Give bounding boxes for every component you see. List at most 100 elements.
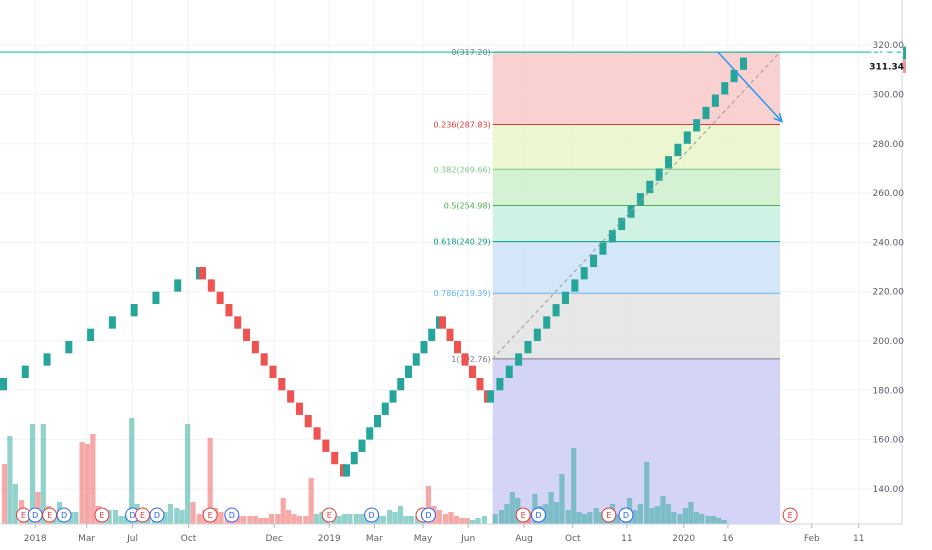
price-tick-label: 320.00 — [873, 41, 905, 51]
volume-bar — [553, 502, 560, 524]
marker-label: D — [130, 511, 136, 520]
volume-bar — [218, 512, 224, 524]
volume-bar — [644, 462, 650, 524]
marker-label: D — [369, 511, 375, 520]
fib-band — [492, 358, 781, 529]
volume-bar — [7, 436, 13, 524]
renko-brick-down — [304, 414, 312, 428]
volume-bar — [688, 502, 694, 524]
earnings-marker[interactable]: E — [782, 507, 798, 523]
marker-label: E — [521, 511, 526, 520]
dividend-marker[interactable]: D — [27, 507, 43, 523]
marker-label: E — [606, 511, 611, 520]
dividend-marker[interactable]: D — [618, 507, 634, 523]
dividend-marker[interactable]: D — [530, 507, 546, 523]
volume-bar — [671, 512, 677, 524]
dividend-marker[interactable]: D — [420, 507, 436, 523]
renko-brick-up — [496, 377, 504, 391]
drawings[interactable] — [0, 51, 902, 360]
renko-brick-up — [533, 328, 541, 341]
volume-bar — [123, 516, 129, 524]
time-tick-label: Aug — [515, 534, 533, 544]
renko-brick-down — [454, 341, 461, 354]
time-axis[interactable]: 2018 Mar Jul Oct Dec 2019 Mar May Jun Aug Oct 11 202… — [0, 523, 906, 550]
volume-bar — [162, 512, 168, 524]
renko-brick-up — [343, 464, 350, 477]
renko-brick-up — [730, 69, 738, 83]
renko-brick-up — [693, 119, 701, 132]
time-tick-label: 2018 — [24, 534, 47, 544]
trend-line[interactable] — [492, 51, 781, 360]
time-tick-label: 2019 — [318, 534, 341, 544]
volume-bar — [280, 498, 286, 524]
volume-bar — [308, 478, 314, 524]
volume-bar — [587, 512, 593, 524]
price-axis[interactable]: 140.00 160.00 180.00 200.00 220.00 240.00 260.… — [873, 0, 907, 550]
volume-bar — [286, 510, 292, 524]
earnings-marker[interactable]: E — [515, 507, 531, 523]
volume-bar — [129, 418, 135, 524]
renko-brick-down — [287, 390, 295, 403]
renko-brick-up — [674, 143, 682, 157]
volume-bar — [35, 492, 41, 524]
marker-label: E — [140, 511, 145, 520]
time-tick-label: 16 — [722, 534, 734, 544]
renko-brick-up — [358, 439, 366, 452]
renko-brick-up — [515, 353, 523, 366]
fib-level-label: 0.236(287.83) — [434, 120, 491, 129]
projection-arrow[interactable] — [717, 51, 783, 123]
earnings-marker[interactable]: E — [601, 507, 617, 523]
dividend-marker[interactable]: D — [224, 507, 240, 523]
time-tick-label: 11 — [853, 534, 864, 544]
volume-bar — [665, 504, 671, 524]
earnings-marker[interactable]: E — [94, 507, 110, 523]
volume-bar — [470, 520, 476, 524]
dividend-marker[interactable]: D — [364, 507, 380, 523]
price-tick-label: 300.00 — [873, 91, 905, 101]
volume-bar — [492, 514, 498, 524]
volume-bar — [359, 514, 365, 524]
volume-bar — [263, 518, 269, 524]
volume-bar — [677, 514, 683, 524]
volume-bar — [118, 516, 124, 524]
dividend-marker[interactable]: D — [149, 507, 165, 523]
marker-label: D — [32, 511, 38, 520]
volume-bar — [459, 518, 465, 524]
price-tick-label: 240.00 — [873, 238, 905, 248]
renko-brick-up — [174, 279, 182, 292]
renko-brick-up — [487, 390, 494, 403]
renko-chart[interactable]: 0(317.20)0.236(287.83)0.382(269.66)0.5(2… — [0, 0, 906, 550]
event-markers[interactable]: EDEDEDEDEDEDEDEDEDE — [15, 507, 798, 523]
earnings-marker[interactable]: E — [321, 507, 337, 523]
renko-brick-up — [655, 168, 663, 181]
renko-brick-up — [374, 414, 381, 428]
marker-label: D — [535, 511, 541, 520]
renko-brick-up — [524, 341, 532, 354]
time-tick-label: 2020 — [672, 534, 695, 544]
renko-brick-up — [428, 328, 436, 341]
renko-brick-up — [552, 304, 560, 317]
renko-brick-down — [476, 377, 484, 391]
fibonacci-retracement[interactable]: 0(317.20)0.236(287.83)0.382(269.66)0.5(2… — [434, 48, 781, 529]
renko-brick-down — [199, 267, 206, 280]
renko-bricks — [0, 57, 747, 477]
volume-bar — [599, 512, 605, 524]
renko-brick-up — [397, 377, 405, 391]
marker-circle — [530, 507, 546, 523]
earnings-marker[interactable]: E — [42, 507, 58, 523]
volume-bar — [167, 504, 174, 524]
volume-bar — [314, 514, 320, 524]
volume-bar — [252, 516, 258, 524]
volume-bar — [303, 516, 309, 524]
marker-circle — [56, 507, 72, 523]
dividend-marker[interactable]: D — [56, 507, 72, 523]
renko-brick-down — [295, 402, 303, 415]
volume-bar — [73, 512, 79, 524]
time-tick-label: Jun — [460, 534, 475, 544]
time-tick-label: Jul — [126, 534, 138, 544]
earnings-marker[interactable]: E — [202, 507, 218, 523]
marker-label: E — [208, 511, 213, 520]
renko-brick-up — [665, 156, 673, 169]
time-axis-background — [0, 524, 906, 550]
earnings-marker[interactable]: E — [135, 507, 151, 523]
